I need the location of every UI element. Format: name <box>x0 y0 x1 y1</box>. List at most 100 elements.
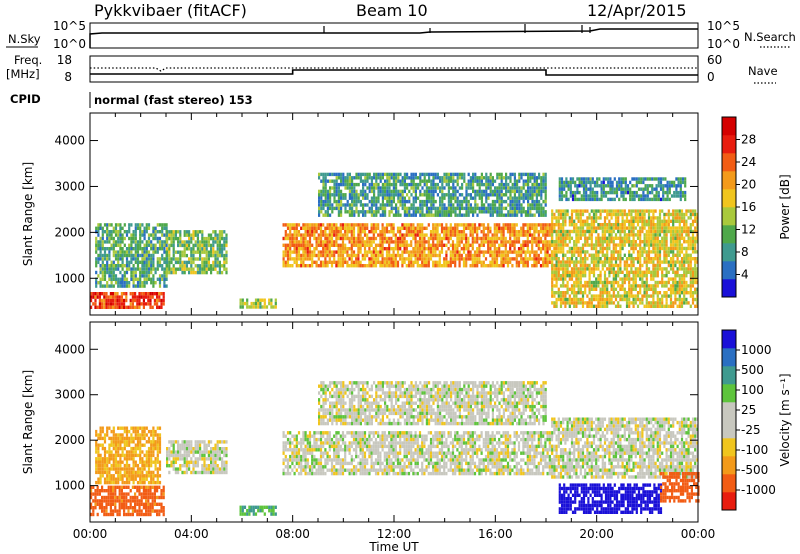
heatmap-cell <box>632 236 635 240</box>
heatmap-cell <box>608 274 611 278</box>
heatmap-cell <box>522 193 525 197</box>
heatmap-cell <box>669 284 673 288</box>
heatmap-cell <box>522 257 525 261</box>
heatmap-cell <box>620 180 623 185</box>
heatmap-cell <box>348 203 351 207</box>
heatmap-cell <box>357 210 360 214</box>
heatmap-cell <box>564 212 567 217</box>
heatmap-cell <box>511 250 514 254</box>
heatmap-cell <box>493 243 496 247</box>
heatmap-cell <box>428 189 431 194</box>
heatmap-cell <box>687 246 690 251</box>
heatmap-cell <box>106 284 109 288</box>
heatmap-cell <box>493 240 496 244</box>
heatmap-cell <box>527 199 530 204</box>
heatmap-cell <box>150 253 153 258</box>
heatmap-cell <box>421 206 424 211</box>
heatmap-cell <box>405 223 408 227</box>
heatmap-cell <box>592 280 596 285</box>
heatmap-cell <box>441 186 444 190</box>
heatmap-cell <box>584 240 587 244</box>
heatmap-cell <box>665 291 668 295</box>
heatmap-cell <box>689 236 692 240</box>
heatmap-cell <box>311 264 314 268</box>
heatmap-cell <box>650 260 653 264</box>
heatmap-cell <box>443 203 446 207</box>
heatmap-cell <box>604 190 608 195</box>
heatmap-cell <box>685 301 688 305</box>
heatmap-cell <box>357 199 360 204</box>
heatmap-cell <box>308 253 312 258</box>
heatmap-cell <box>109 292 112 296</box>
heatmap-cell <box>410 213 413 217</box>
heatmap-cell <box>540 203 543 207</box>
heatmap-cell <box>625 304 629 308</box>
heatmap-cell <box>324 233 327 237</box>
heatmap-cell <box>551 277 554 281</box>
heatmap-cell <box>639 284 642 288</box>
heatmap-cell <box>337 213 340 217</box>
heatmap-cell <box>680 280 684 285</box>
heatmap-cell <box>143 281 146 285</box>
heatmap-cell <box>513 250 516 254</box>
heatmap-cell <box>152 257 155 261</box>
heatmap-cell <box>395 203 398 207</box>
heatmap-cell <box>674 291 677 295</box>
heatmap-cell <box>395 179 398 183</box>
heatmap-cell <box>141 257 144 261</box>
heatmap-cell <box>500 182 503 187</box>
heatmap-cell <box>524 253 527 258</box>
heatmap-cell <box>149 302 152 306</box>
heatmap-cell <box>634 219 637 223</box>
heatmap-cell <box>324 264 327 268</box>
heatmap-cell <box>392 186 395 190</box>
heatmap-cell <box>403 240 406 244</box>
heatmap-cell <box>152 277 155 281</box>
heatmap-cell <box>121 267 124 271</box>
heatmap-cell <box>377 257 380 261</box>
heatmap-cell <box>108 250 111 254</box>
heatmap-cell <box>396 264 400 268</box>
heatmap-cell <box>676 267 679 271</box>
heatmap-cell <box>123 292 126 296</box>
heatmap-cell <box>498 199 501 204</box>
heatmap-cell <box>385 236 389 241</box>
heatmap-cell <box>476 182 479 187</box>
heatmap-cell <box>566 233 569 237</box>
heatmap-cell <box>647 233 651 237</box>
heatmap-cell <box>526 223 529 227</box>
heatmap-cell <box>555 284 558 288</box>
heatmap-cell <box>119 226 122 230</box>
heatmap-cell <box>476 264 479 268</box>
heatmap-cell <box>412 247 415 251</box>
heatmap-cell <box>691 280 695 285</box>
heatmap-cell <box>318 189 321 194</box>
heatmap-cell <box>520 243 523 247</box>
heatmap-cell <box>190 236 193 241</box>
heatmap-cell <box>588 243 591 247</box>
heatmap-cell <box>656 294 659 298</box>
heatmap-cell <box>348 196 351 200</box>
heatmap-cell <box>575 267 578 271</box>
heatmap-cell <box>456 257 459 261</box>
heatmap-cell <box>612 229 615 234</box>
heatmap-cell <box>212 264 215 268</box>
heatmap-cell <box>108 247 111 251</box>
heatmap-cell <box>344 196 347 200</box>
heatmap-cell <box>615 180 619 185</box>
heatmap-cell <box>683 287 686 291</box>
heatmap-cell <box>461 193 464 197</box>
heatmap-cell <box>531 236 534 241</box>
heatmap-cell <box>359 210 362 214</box>
heatmap-cell <box>381 247 384 251</box>
heatmap-cell <box>388 196 391 200</box>
heatmap-cell <box>694 226 697 230</box>
heatmap-cell <box>476 253 479 258</box>
heatmap-cell <box>592 219 596 223</box>
heatmap-cell <box>254 301 258 306</box>
heatmap-cell <box>478 257 481 261</box>
heatmap-cell <box>359 233 362 237</box>
heatmap-cell <box>101 226 104 230</box>
heatmap-cell <box>683 284 686 288</box>
heatmap-cell <box>326 250 329 254</box>
